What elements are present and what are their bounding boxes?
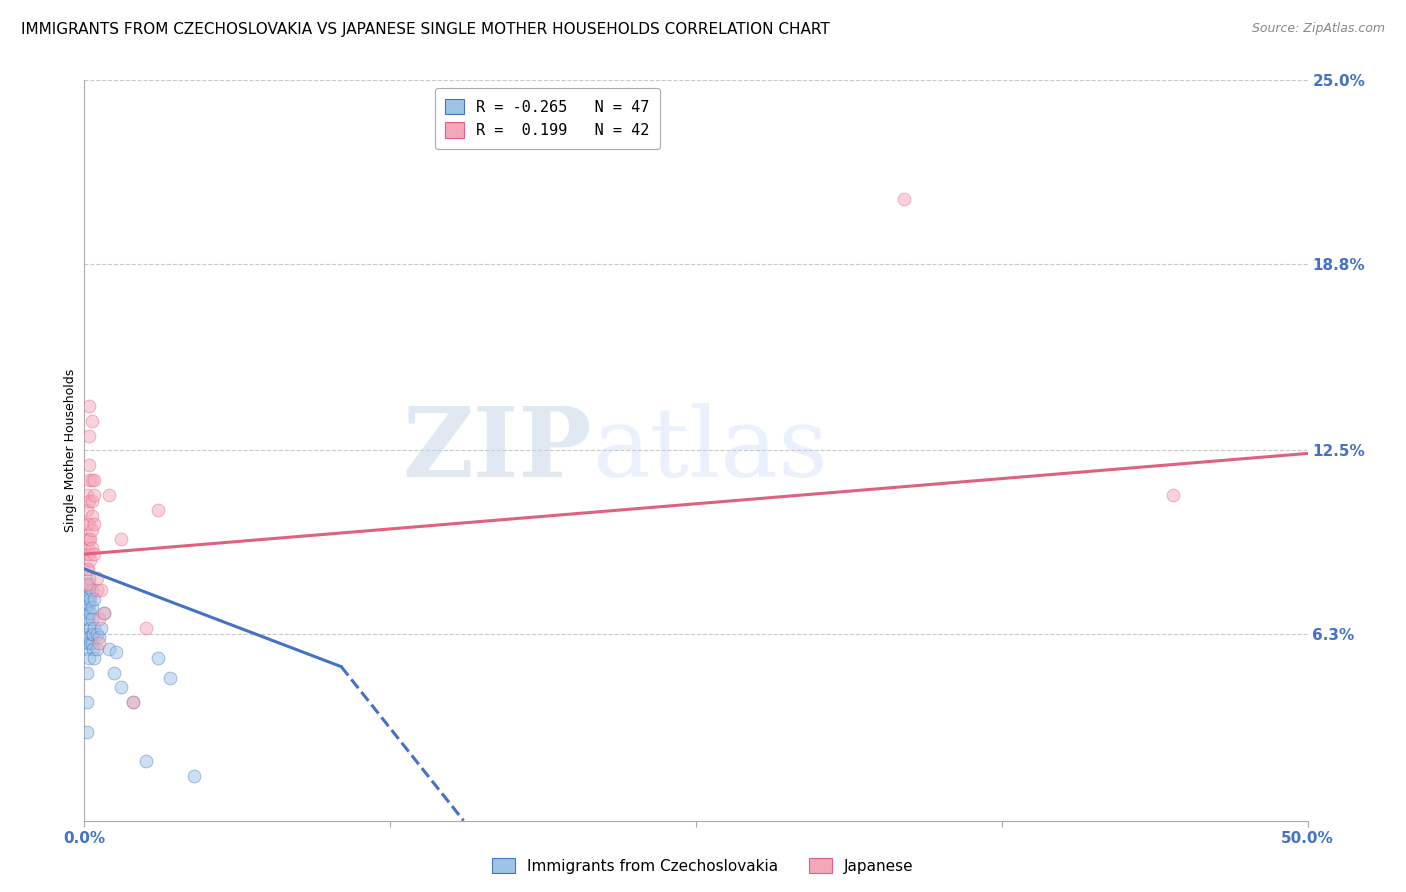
Point: [77, 458, 100, 473]
Point: [77, 580, 100, 594]
Point: [110, 681, 132, 695]
Point: [79, 636, 101, 650]
Point: [77, 547, 100, 561]
Point: [79, 533, 101, 547]
Point: [77, 399, 100, 413]
Point: [77, 612, 100, 626]
Point: [146, 502, 169, 516]
Point: [80, 582, 103, 597]
Point: [183, 769, 205, 783]
Point: [79, 553, 101, 567]
Point: [79, 607, 101, 621]
Point: [80, 473, 103, 487]
Point: [87, 636, 110, 650]
Point: [83, 517, 105, 532]
Point: [110, 533, 132, 547]
Point: [80, 636, 103, 650]
Point: [77, 473, 100, 487]
Point: [87, 630, 110, 644]
Point: [80, 524, 103, 538]
Point: [86, 571, 108, 585]
Y-axis label: Single Mother Households: Single Mother Households: [65, 368, 77, 533]
Point: [105, 645, 128, 659]
Text: Source: ZipAtlas.com: Source: ZipAtlas.com: [1251, 22, 1385, 36]
Point: [893, 192, 915, 206]
Point: [77, 533, 100, 547]
Point: [77, 650, 100, 665]
Point: [77, 517, 100, 532]
Point: [90, 621, 112, 635]
Point: [77, 571, 100, 585]
Point: [87, 612, 110, 626]
Point: [97, 641, 120, 656]
Point: [82, 641, 104, 656]
Point: [135, 755, 157, 769]
Point: [76, 598, 98, 612]
Point: [83, 547, 105, 561]
Point: [80, 600, 103, 615]
Point: [82, 627, 104, 641]
Text: IMMIGRANTS FROM CZECHOSLOVAKIA VS JAPANESE SINGLE MOTHER HOUSEHOLDS CORRELATION : IMMIGRANTS FROM CZECHOSLOVAKIA VS JAPANE…: [21, 22, 830, 37]
Point: [77, 636, 100, 650]
Point: [76, 627, 98, 641]
Point: [77, 541, 100, 556]
Point: [76, 502, 98, 516]
Point: [135, 621, 157, 635]
Point: [83, 591, 105, 606]
Point: [76, 665, 98, 680]
Point: [77, 607, 100, 621]
Text: ZIP: ZIP: [402, 403, 592, 498]
Point: [77, 591, 100, 606]
Point: [80, 414, 103, 428]
Point: [76, 695, 98, 709]
Point: [86, 582, 108, 597]
Point: [93, 607, 115, 621]
Point: [76, 562, 98, 576]
Point: [103, 665, 125, 680]
Point: [75, 576, 97, 591]
Point: [122, 695, 145, 709]
Point: [76, 641, 98, 656]
Point: [90, 582, 112, 597]
Text: atlas: atlas: [592, 403, 828, 498]
Point: [83, 473, 105, 487]
Point: [76, 547, 98, 561]
Point: [76, 724, 98, 739]
Point: [93, 607, 115, 621]
Point: [76, 582, 98, 597]
Point: [97, 488, 120, 502]
Legend: R = -0.265   N = 47, R =  0.199   N = 42: R = -0.265 N = 47, R = 0.199 N = 42: [434, 88, 659, 149]
Point: [77, 493, 100, 508]
Point: [86, 627, 108, 641]
Point: [79, 591, 101, 606]
Point: [83, 650, 105, 665]
Point: [80, 627, 103, 641]
Point: [77, 630, 100, 644]
Point: [80, 508, 103, 523]
Legend: Immigrants from Czechoslovakia, Japanese: Immigrants from Czechoslovakia, Japanese: [486, 852, 920, 880]
Point: [77, 428, 100, 442]
Point: [75, 600, 97, 615]
Point: [77, 598, 100, 612]
Point: [1161, 488, 1184, 502]
Point: [79, 621, 101, 635]
Point: [146, 650, 169, 665]
Point: [76, 612, 98, 626]
Point: [77, 562, 100, 576]
Point: [80, 541, 103, 556]
Point: [80, 612, 103, 626]
Point: [86, 641, 108, 656]
Point: [83, 621, 105, 635]
Point: [159, 672, 181, 686]
Point: [77, 589, 100, 603]
Point: [80, 493, 103, 508]
Point: [76, 533, 98, 547]
Point: [76, 488, 98, 502]
Point: [77, 576, 100, 591]
Point: [83, 488, 105, 502]
Point: [76, 517, 98, 532]
Point: [122, 695, 145, 709]
